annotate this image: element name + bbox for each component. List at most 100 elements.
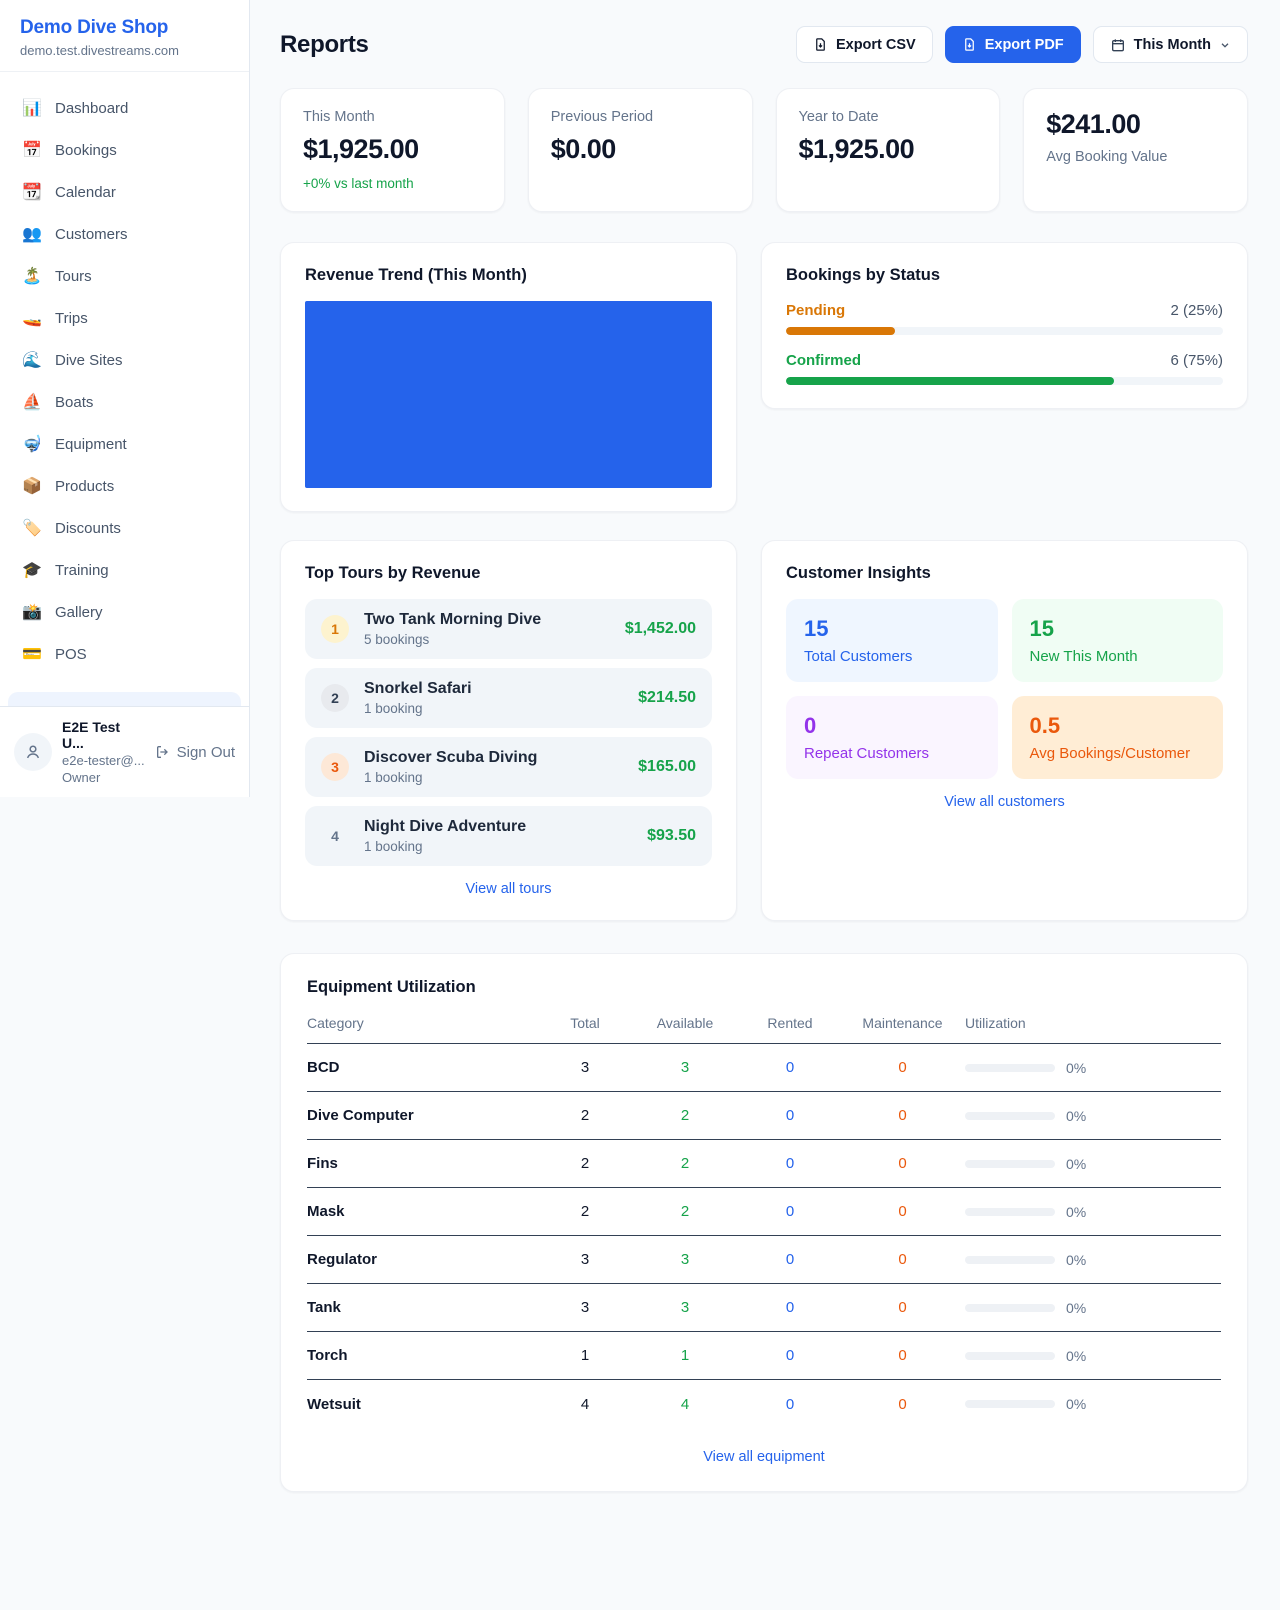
sidebar-item-pos[interactable]: 💳 POS bbox=[0, 634, 249, 674]
equipment-rented: 0 bbox=[785, 1395, 795, 1413]
view-all-customers-link[interactable]: View all customers bbox=[944, 794, 1065, 810]
sidebar-item-training[interactable]: 🎓 Training bbox=[0, 550, 249, 590]
equipment-row: Torch 1 1 0 0 0% bbox=[307, 1332, 1221, 1380]
sidebar-item-equipment[interactable]: 🤿 Equipment bbox=[0, 424, 249, 464]
column-header-rented: Rented bbox=[767, 1015, 813, 1031]
tour-list: 1 Two Tank Morning Dive 5 bookings $1,45… bbox=[305, 599, 712, 866]
sidebar-item-label: Boats bbox=[55, 393, 94, 411]
stat-value: $0.00 bbox=[550, 134, 617, 164]
insight-tile: 0 Repeat Customers bbox=[786, 696, 998, 779]
sidebar-item-trips[interactable]: 🚤 Trips bbox=[0, 298, 249, 338]
stat-delta: +0% vs last month bbox=[303, 176, 414, 191]
sidebar-item-calendar[interactable]: 📆 Calendar bbox=[0, 172, 249, 212]
equipment-available: 3 bbox=[680, 1299, 690, 1316]
view-all-equipment-link[interactable]: View all equipment bbox=[703, 1449, 825, 1465]
equipment-category: Fins bbox=[307, 1155, 338, 1172]
stat-value: $241.00 bbox=[1046, 109, 1141, 139]
people-icon: 👥 bbox=[22, 226, 42, 243]
equipment-category: Mask bbox=[307, 1203, 345, 1220]
stat-label: Previous Period bbox=[550, 109, 654, 125]
equipment-total: 4 bbox=[580, 1395, 590, 1413]
revenue-trend-card: Revenue Trend (This Month) bbox=[280, 242, 737, 512]
equipment-table-header: Category Total Available Rented Maintena… bbox=[307, 1015, 1221, 1044]
utilization-bar bbox=[965, 1255, 1055, 1264]
tour-bookings: 1 booking bbox=[364, 770, 423, 785]
equipment-maintenance: 0 bbox=[898, 1395, 907, 1413]
tour-revenue: $1,452.00 bbox=[624, 620, 696, 637]
equipment-available: 2 bbox=[680, 1155, 690, 1172]
user-name: E2E Test U... bbox=[62, 719, 121, 751]
shop-name: Demo Dive Shop bbox=[20, 17, 169, 38]
rank-badge: 1 bbox=[321, 615, 349, 643]
equipment-utilization-card: Equipment Utilization Category Total Ava… bbox=[280, 953, 1248, 1492]
status-bar-track bbox=[786, 377, 1223, 385]
export-pdf-label: Export PDF bbox=[984, 36, 1064, 53]
sidebar-item-reports-partial[interactable] bbox=[8, 692, 241, 706]
logout-icon bbox=[156, 746, 168, 758]
insight-label: Repeat Customers bbox=[804, 745, 930, 762]
equipment-category: Tank bbox=[307, 1299, 341, 1316]
tour-row: 2 Snorkel Safari 1 booking $214.50 bbox=[305, 668, 712, 728]
sidebar-item-label: Bookings bbox=[55, 141, 117, 159]
sidebar-item-tours[interactable]: 🏝️ Tours bbox=[0, 256, 249, 296]
sidebar: Demo Dive Shop demo.test.divestreams.com… bbox=[0, 0, 250, 797]
export-pdf-button[interactable]: Export PDF bbox=[944, 26, 1081, 63]
status-count: 2 (25%) bbox=[1170, 302, 1223, 319]
insight-value: 0.5 bbox=[1029, 713, 1061, 738]
equipment-total: 2 bbox=[580, 1107, 590, 1124]
tour-revenue: $165.00 bbox=[638, 758, 696, 775]
equipment-maintenance: 0 bbox=[898, 1059, 907, 1076]
sidebar-item-label: Dive Sites bbox=[55, 351, 123, 369]
column-header-available: Available bbox=[656, 1015, 714, 1031]
sidebar-item-label: POS bbox=[55, 645, 87, 663]
stat-value: $1,925.00 bbox=[303, 134, 419, 164]
equipment-utilization-title: Equipment Utilization bbox=[307, 978, 476, 996]
period-dropdown[interactable]: This Month bbox=[1092, 26, 1248, 63]
column-header-utilization: Utilization bbox=[965, 1015, 1026, 1031]
stat-value: $1,925.00 bbox=[798, 134, 915, 164]
customer-insights-card: Customer Insights 15 Total Customers 15 … bbox=[761, 540, 1248, 921]
export-csv-button[interactable]: Export CSV bbox=[795, 26, 933, 63]
equipment-total: 1 bbox=[580, 1347, 590, 1364]
equipment-available: 2 bbox=[680, 1203, 690, 1220]
period-label: This Month bbox=[1133, 36, 1211, 53]
sidebar-item-products[interactable]: 📦 Products bbox=[0, 466, 249, 506]
equipment-rented: 0 bbox=[785, 1059, 795, 1076]
equipment-available: 2 bbox=[680, 1107, 690, 1124]
credit-card-icon: 💳 bbox=[22, 646, 42, 663]
sidebar-item-discounts[interactable]: 🏷️ Discounts bbox=[0, 508, 249, 548]
equipment-row: Mask 2 2 0 0 0% bbox=[307, 1188, 1221, 1236]
sidebar-item-bookings[interactable]: 📅 Bookings bbox=[0, 130, 249, 170]
equipment-available: 1 bbox=[680, 1347, 690, 1364]
sidebar-item-dive-sites[interactable]: 🌊 Dive Sites bbox=[0, 340, 249, 380]
column-header-total: Total bbox=[570, 1015, 600, 1031]
user-email: e2e-tester@... bbox=[62, 753, 145, 768]
top-tours-title: Top Tours by Revenue bbox=[305, 564, 481, 582]
sidebar-item-customers[interactable]: 👥 Customers bbox=[0, 214, 249, 254]
equipment-row: Fins 2 2 0 0 0% bbox=[307, 1140, 1221, 1188]
rank-badge: 4 bbox=[331, 828, 339, 844]
sidebar-item-dashboard[interactable]: 📊 Dashboard bbox=[0, 88, 249, 128]
equipment-category: Regulator bbox=[307, 1251, 378, 1268]
stat-label: Year to Date bbox=[798, 109, 879, 125]
tear-off-calendar-icon: 📆 bbox=[22, 184, 42, 201]
tour-bookings: 1 booking bbox=[364, 701, 423, 716]
sign-out-button[interactable]: Sign Out bbox=[155, 744, 235, 761]
tag-icon: 🏷️ bbox=[22, 520, 42, 537]
equipment-available: 3 bbox=[680, 1251, 690, 1268]
customer-insights-title: Customer Insights bbox=[786, 564, 931, 582]
view-all-tours-link[interactable]: View all tours bbox=[465, 881, 552, 897]
utilization-percent: 0% bbox=[1066, 1396, 1087, 1412]
top-tours-card: Top Tours by Revenue 1 Two Tank Morning … bbox=[280, 540, 737, 921]
sidebar-item-gallery[interactable]: 📸 Gallery bbox=[0, 592, 249, 632]
sidebar-item-label: Training bbox=[55, 561, 109, 579]
insight-value: 0 bbox=[804, 713, 817, 738]
bookings-by-status-card: Bookings by Status Pending 2 (25%) Confi… bbox=[761, 242, 1248, 409]
utilization-percent: 0% bbox=[1066, 1347, 1087, 1364]
stat-label: This Month bbox=[303, 109, 375, 125]
sidebar-item-boats[interactable]: ⛵ Boats bbox=[0, 382, 249, 422]
bar-chart-icon: 📊 bbox=[22, 100, 42, 117]
insight-label: New This Month bbox=[1029, 648, 1138, 665]
column-header-maintenance: Maintenance bbox=[862, 1015, 943, 1031]
sidebar-item-label: Trips bbox=[55, 309, 88, 327]
